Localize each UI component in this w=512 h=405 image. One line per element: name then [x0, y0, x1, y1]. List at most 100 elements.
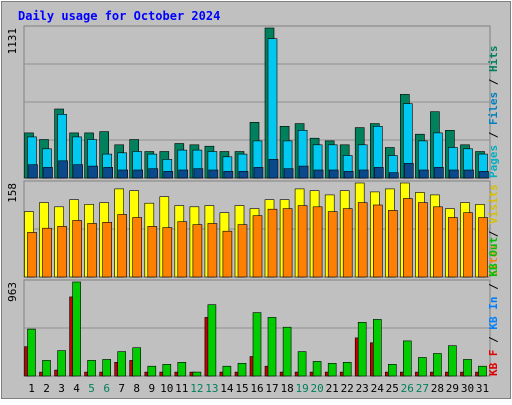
- bar-middle-sites: [267, 208, 278, 278]
- legend-label: Sites: [487, 244, 500, 277]
- bar-bottom-kb-out: [297, 351, 307, 377]
- x-tick-label: 1: [28, 382, 35, 395]
- chart-title: Daily usage for October 2024: [18, 9, 220, 23]
- panel-legend: KB F / KB In / KB Out: [487, 237, 500, 376]
- bar-top-pages: [419, 169, 429, 179]
- bar-top-pages: [163, 171, 174, 179]
- bar-middle-sites: [402, 198, 413, 278]
- bar-bottom-kb-out: [132, 347, 141, 377]
- legend-label: Hits: [487, 46, 500, 73]
- x-tick-label: 6: [103, 382, 110, 395]
- bar-middle-sites: [387, 210, 398, 278]
- x-tick-label: 23: [356, 382, 369, 395]
- bar-middle-sites: [433, 206, 443, 278]
- bar-top-files: [267, 38, 278, 179]
- x-tick-label: 18: [280, 382, 293, 395]
- bar-bottom-kb-out: [207, 304, 217, 377]
- bar-top-pages: [118, 169, 128, 179]
- x-tick-label: 16: [250, 382, 263, 395]
- x-tick-label: 30: [461, 382, 474, 395]
- bar-top-pages: [103, 167, 113, 179]
- x-tick-label: 5: [88, 382, 95, 395]
- bar-top-pages: [464, 169, 474, 179]
- bar-middle-sites: [147, 226, 158, 278]
- bar-bottom-kb-out: [222, 365, 232, 377]
- bar-top-pages: [148, 168, 159, 179]
- bar-middle-sites: [357, 202, 368, 278]
- chart-outer-border-dark: [1, 1, 511, 399]
- bar-bottom-kb-out: [372, 319, 382, 377]
- bar-top-pages: [403, 163, 414, 179]
- bar-top-pages: [328, 169, 339, 179]
- bar-bottom-kb-out: [57, 350, 66, 377]
- bar-middle-sites: [312, 206, 323, 278]
- legend-label: KB In: [487, 297, 500, 330]
- bar-middle-sites: [327, 211, 338, 278]
- x-tick-label: 24: [371, 382, 385, 395]
- bar-top-pages: [223, 171, 234, 179]
- bar-bottom-kb-out: [357, 321, 367, 377]
- x-tick-label: 2: [43, 382, 50, 395]
- bar-middle-sites: [27, 232, 37, 278]
- bar-middle-sites: [463, 212, 473, 278]
- bar-middle-sites: [342, 208, 353, 278]
- bar-top-pages: [343, 171, 354, 179]
- x-tick-label: 10: [160, 382, 173, 395]
- legend-label: /: [487, 72, 500, 92]
- bar-top-pages: [178, 169, 189, 179]
- bar-top-pages: [133, 169, 143, 179]
- bar-bottom-kb-out: [177, 361, 187, 377]
- bar-bottom-kb-out: [102, 359, 111, 377]
- legend-label: KB Out: [487, 237, 500, 277]
- legend-label: /: [487, 224, 500, 244]
- bar-bottom-kb-out: [448, 345, 457, 377]
- bar-top-pages: [283, 168, 294, 179]
- bar-bottom-kb-out: [282, 326, 292, 377]
- bar-bottom-kb-out: [478, 365, 487, 377]
- legend-label: /: [487, 330, 500, 350]
- x-tick-label: 13: [205, 382, 218, 395]
- bar-top-pages: [73, 164, 83, 179]
- bar-middle-sites: [117, 214, 127, 278]
- bar-bottom-kb-out: [147, 365, 157, 377]
- x-tick-label: 14: [220, 382, 234, 395]
- x-tick-label: 28: [431, 382, 444, 395]
- panel-bottom: 963 KB F / KB In / KB Out: [6, 237, 500, 377]
- x-tick-label: 29: [446, 382, 459, 395]
- bar-bottom-kb-out: [342, 361, 352, 377]
- bar-bottom-kb-out: [402, 340, 412, 377]
- x-tick-label: 19: [295, 382, 308, 395]
- panel-top: 1131 Pages / Files / Hits: [6, 25, 500, 179]
- bar-top-pages: [388, 172, 399, 179]
- bar-middle-sites: [87, 223, 97, 278]
- x-tick-label: 21: [326, 382, 339, 395]
- legend-label: KB F: [487, 350, 500, 377]
- legend-label: /: [487, 125, 500, 145]
- bar-bottom-kb-out: [87, 360, 96, 377]
- x-tick-label: 27: [416, 382, 429, 395]
- bar-bottom-kb-out: [162, 363, 172, 377]
- bar-bottom-kb-out: [252, 312, 262, 377]
- bar-middle-sites: [222, 230, 233, 278]
- panel-max-label: 963: [6, 282, 19, 302]
- x-tick-label: 8: [133, 382, 140, 395]
- bar-bottom-kb-out: [117, 351, 126, 377]
- bar-top-pages: [479, 171, 489, 179]
- x-tick-label: 11: [175, 382, 188, 395]
- bar-middle-sites: [448, 217, 458, 278]
- bar-top-pages: [58, 160, 68, 179]
- panels: 1131 Pages / Files / Hits 158 Sites / Visit…: [6, 25, 500, 377]
- legend-label: Visits: [487, 184, 500, 224]
- bar-middle-sites: [372, 204, 383, 278]
- bar-middle-sites: [132, 217, 142, 278]
- bar-bottom-kb-out: [237, 362, 247, 377]
- bar-top-pages: [208, 169, 219, 179]
- panel-middle: 158 Sites / Visits: [6, 180, 500, 278]
- bar-bottom-kb-out: [42, 360, 51, 377]
- bar-top-pages: [238, 171, 249, 179]
- bar-top-pages: [449, 169, 459, 179]
- bar-bottom-kb-out: [27, 328, 36, 377]
- bar-top-pages: [298, 165, 309, 179]
- bar-top-pages: [88, 165, 98, 179]
